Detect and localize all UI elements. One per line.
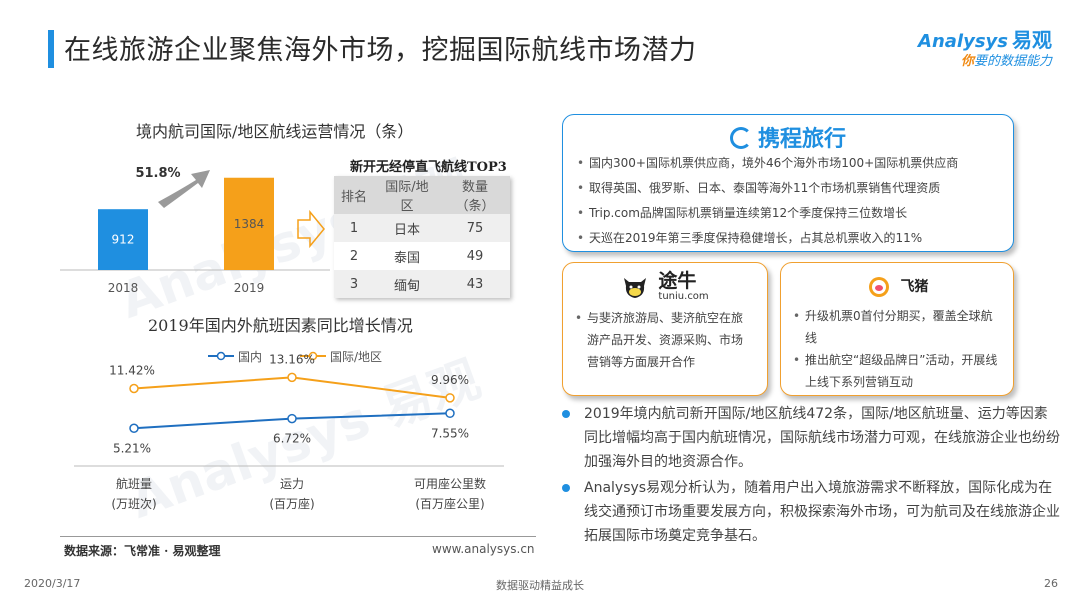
data-label-domestic: 5.21% [113, 441, 151, 455]
table-row: 1 日本 75 [334, 214, 510, 242]
table-cell: 43 [440, 270, 510, 298]
x-tick-label: 航班量 [116, 476, 152, 491]
footer-date: 2020/3/17 [24, 577, 81, 590]
analysis-text: 2019年境内航司新开国际/地区航线472条，国际/地区航班量、运力等因素同比增… [584, 406, 1060, 470]
table-header-row: 排名 国际/地区 数量（条） [334, 176, 510, 214]
table-row: 3 缅甸 43 [334, 270, 510, 298]
page-title: 在线旅游企业聚焦海外市场，挖掘国际航线市场潜力 [64, 35, 697, 66]
curved-arrow-icon [158, 170, 210, 208]
list-item: 与斐济旅游局、斐济航空在旅游产品开发、资源采购、市场营销等方面展开合作 [571, 307, 751, 373]
table-cell: 2 [334, 242, 374, 270]
x-tick-sublabel: (百万座公里) [415, 496, 484, 511]
x-tick-sublabel: (百万座) [269, 496, 314, 511]
bar-category-2019: 2019 [234, 281, 265, 295]
data-point-international [445, 393, 455, 403]
page-number: 26 [1044, 577, 1058, 590]
bar-value-2019: 1384 [234, 217, 265, 231]
title-accent-bar [48, 30, 54, 68]
legend-label-international: 国际/地区 [330, 350, 382, 364]
source-divider [60, 536, 536, 537]
footer-slogan: 数据驱动精益成长 [496, 579, 584, 592]
fliggy-brand: 飞猪 [900, 279, 929, 295]
website-link[interactable]: www.analysys.cn [432, 542, 535, 556]
x-tick-label: 运力 [280, 477, 304, 491]
top3-title: 新开无经停直飞航线TOP3 [350, 160, 507, 175]
ctrip-mark-icon [729, 127, 752, 149]
logo-brand-cn: 易观 [1012, 28, 1052, 52]
table-header: 数量（条） [440, 176, 510, 214]
table-cell: 缅甸 [374, 270, 440, 298]
bar-2018 [98, 209, 148, 270]
analysis-bullet: 2019年境内航司新开国际/地区航线472条，国际/地区航班量、运力等因素同比增… [560, 402, 1060, 474]
table-cell: 日本 [374, 214, 440, 242]
ctrip-brand: 携程旅行 [757, 126, 846, 152]
bar-category-2018: 2018 [108, 281, 139, 295]
data-point-domestic [445, 408, 455, 419]
logo-slogan-first: 你 [960, 54, 974, 69]
tuniu-logo: 途牛 tuniu.com [563, 271, 767, 302]
list-item: 推出航空“超级品牌日”活动，开展线上线下系列营销互动 [789, 349, 1001, 393]
analysis-bullets: 2019年境内航司新开国际/地区航线472条，国际/地区航班量、运力等因素同比增… [560, 402, 1060, 550]
legend-marker-international [308, 351, 318, 361]
growth-label: 51.8% [135, 166, 180, 181]
ctrip-card: 携程旅行 国内300+国际机票供应商，境外46个海外市场100+国际机票供应商 … [562, 114, 1014, 252]
list-item: 取得英国、俄罗斯、日本、泰国等海外11个市场机票销售代理资质 [573, 176, 1011, 201]
table-cell: 49 [440, 242, 510, 270]
tuniu-brand-en: tuniu.com [658, 291, 709, 302]
tuniu-cow-icon [624, 277, 647, 298]
data-point-domestic [287, 413, 297, 424]
ctrip-logo: 携程旅行 [563, 121, 1013, 153]
tuniu-list: 与斐济旅游局、斐济航空在旅游产品开发、资源采购、市场营销等方面展开合作 [571, 307, 751, 373]
table-cell: 泰国 [374, 242, 440, 270]
data-label-international: 13.16% [269, 352, 315, 366]
line-chart-title: 2019年国内外航班因素同比增长情况 [148, 316, 413, 335]
logo-brand: Analysys [918, 31, 1008, 52]
analysys-logo: Analysys 易观 你要的数据能力 [912, 24, 1052, 70]
list-item: Trip.com品牌国际机票销量连续第12个季度保持三位数增长 [573, 201, 1011, 226]
legend-marker-domestic [216, 351, 226, 361]
tuniu-brand-cn: 途牛 [658, 270, 697, 292]
data-label-domestic: 7.55% [431, 426, 469, 440]
x-tick-label: 可用座公里数 [414, 476, 486, 491]
list-item: 天巡在2019年第三季度保持稳健增长，占其总机票收入的11% [573, 226, 1011, 251]
fliggy-pig-icon [868, 277, 889, 297]
table-header: 排名 [334, 176, 374, 214]
line-chart: 国内 国际/地区 5.21% 6.72% 7.55% 11.42% 13.16% 9.96… [74, 350, 504, 511]
line-series-layer: 5.21% 6.72% 7.55% 11.42% 13.16% 9.96% 航班量 (万班次)… [109, 352, 486, 511]
data-label-international: 9.96% [431, 373, 469, 387]
bar-chart-title: 境内航司国际/地区航线运营情况（条） [136, 122, 414, 141]
data-point-international [287, 372, 297, 383]
bar-2019 [224, 177, 274, 270]
data-point-international [129, 383, 139, 394]
list-item: 升级机票0首付分期买，覆盖全球航线 [789, 305, 1001, 349]
x-tick-sublabel: (万班次) [111, 497, 156, 511]
list-item: 国内300+国际机票供应商，境外46个海外市场100+国际机票供应商 [573, 151, 1011, 176]
top3-table: 排名 国际/地区 数量（条） 1 日本 75 2 泰国 49 3 缅甸 43 [334, 176, 510, 298]
legend-label-domestic: 国内 [238, 350, 262, 364]
bar-chart: 912 1384 2018 2019 51.8% [60, 166, 330, 295]
data-source: 数据来源：飞常准 · 易观整理 [64, 544, 221, 558]
bullet-dot-icon [562, 410, 570, 418]
bar-value-2018: 912 [112, 233, 135, 247]
fliggy-list: 升级机票0首付分期买，覆盖全球航线 推出航空“超级品牌日”活动，开展线上线下系列… [789, 305, 1001, 393]
logo-slogan-rest: 要的数据能力 [973, 54, 1052, 69]
fliggy-logo: 飞猪 [781, 275, 1013, 299]
analysis-text: Analysys易观分析认为，随着用户出入境旅游需求不断释放，国际化成为在线交通… [584, 480, 1060, 544]
data-point-domestic [129, 423, 139, 434]
table-cell: 3 [334, 270, 374, 298]
data-label-international: 11.42% [109, 364, 155, 378]
right-arrow-icon [297, 209, 325, 249]
table-row: 2 泰国 49 [334, 242, 510, 270]
ctrip-list: 国内300+国际机票供应商，境外46个海外市场100+国际机票供应商 取得英国、… [573, 151, 1011, 251]
table-header: 国际/地区 [374, 176, 440, 214]
table-cell: 1 [334, 214, 374, 242]
fliggy-card: 飞猪 升级机票0首付分期买，覆盖全球航线 推出航空“超级品牌日”活动，开展线上线… [780, 262, 1014, 396]
bullet-dot-icon [562, 484, 570, 492]
table-cell: 75 [440, 214, 510, 242]
analysis-bullet: Analysys易观分析认为，随着用户出入境旅游需求不断释放，国际化成为在线交通… [560, 476, 1060, 548]
data-label-domestic: 6.72% [273, 432, 311, 446]
